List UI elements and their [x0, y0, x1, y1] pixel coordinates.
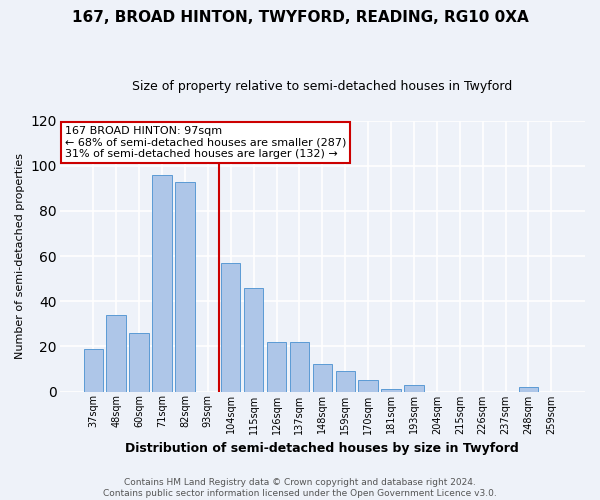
Text: Contains HM Land Registry data © Crown copyright and database right 2024.
Contai: Contains HM Land Registry data © Crown c… — [103, 478, 497, 498]
Text: 167, BROAD HINTON, TWYFORD, READING, RG10 0XA: 167, BROAD HINTON, TWYFORD, READING, RG1… — [71, 10, 529, 25]
Bar — [267, 342, 286, 392]
Bar — [404, 384, 424, 392]
Bar — [358, 380, 378, 392]
Bar — [335, 371, 355, 392]
Bar — [244, 288, 263, 392]
Bar — [313, 364, 332, 392]
Bar — [130, 333, 149, 392]
Title: Size of property relative to semi-detached houses in Twyford: Size of property relative to semi-detach… — [132, 80, 512, 93]
Text: 167 BROAD HINTON: 97sqm
← 68% of semi-detached houses are smaller (287)
31% of s: 167 BROAD HINTON: 97sqm ← 68% of semi-de… — [65, 126, 346, 159]
Bar — [152, 174, 172, 392]
Bar — [83, 348, 103, 392]
Bar — [106, 314, 126, 392]
X-axis label: Distribution of semi-detached houses by size in Twyford: Distribution of semi-detached houses by … — [125, 442, 519, 455]
Bar — [519, 387, 538, 392]
Bar — [382, 390, 401, 392]
Y-axis label: Number of semi-detached properties: Number of semi-detached properties — [15, 153, 25, 359]
Bar — [290, 342, 309, 392]
Bar — [175, 182, 194, 392]
Bar — [221, 263, 241, 392]
